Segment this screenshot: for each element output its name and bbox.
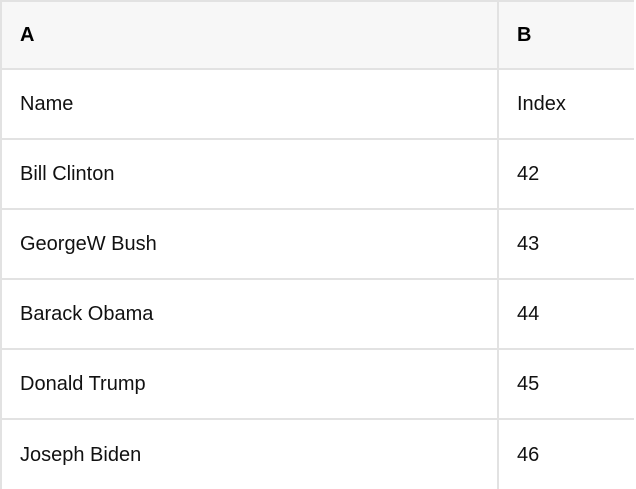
cell-text: Barack Obama — [20, 303, 154, 325]
cell-a4[interactable]: Barack Obama — [2, 280, 499, 348]
cell-b4[interactable]: 44 — [499, 280, 634, 348]
cell-b1[interactable]: Index — [499, 70, 634, 138]
column-letter: A — [20, 24, 35, 46]
cell-b3[interactable]: 43 — [499, 210, 634, 278]
cell-b2[interactable]: 42 — [499, 140, 634, 208]
cell-text: Name — [20, 93, 74, 115]
cell-text: 44 — [517, 303, 540, 325]
cell-b6[interactable]: 46 — [499, 420, 634, 489]
cell-a3[interactable]: GeorgeW Bush — [2, 210, 499, 278]
column-header-row: A B — [2, 2, 634, 70]
table-row: GeorgeW Bush 43 — [2, 210, 634, 280]
cell-a2[interactable]: Bill Clinton — [2, 140, 499, 208]
cell-a1[interactable]: Name — [2, 70, 499, 138]
table-row: Bill Clinton 42 — [2, 140, 634, 210]
cell-text: Donald Trump — [20, 373, 146, 395]
column-header-a[interactable]: A — [2, 2, 499, 68]
table-row: Barack Obama 44 — [2, 280, 634, 350]
column-header-b[interactable]: B — [499, 2, 634, 68]
cell-text: Index — [517, 93, 566, 115]
cell-text: Bill Clinton — [20, 163, 115, 185]
cell-a6[interactable]: Joseph Biden — [2, 420, 499, 489]
cell-text: 45 — [517, 373, 540, 395]
table-row: Joseph Biden 46 — [2, 420, 634, 489]
cell-a5[interactable]: Donald Trump — [2, 350, 499, 418]
cell-text: 42 — [517, 163, 540, 185]
column-letter: B — [517, 24, 532, 46]
cell-text: 46 — [517, 444, 540, 466]
cell-b5[interactable]: 45 — [499, 350, 634, 418]
cell-text: Joseph Biden — [20, 444, 142, 466]
cell-text: 43 — [517, 233, 540, 255]
cell-text: GeorgeW Bush — [20, 233, 157, 255]
table-row: Donald Trump 45 — [2, 350, 634, 420]
table-row: Name Index — [2, 70, 634, 140]
